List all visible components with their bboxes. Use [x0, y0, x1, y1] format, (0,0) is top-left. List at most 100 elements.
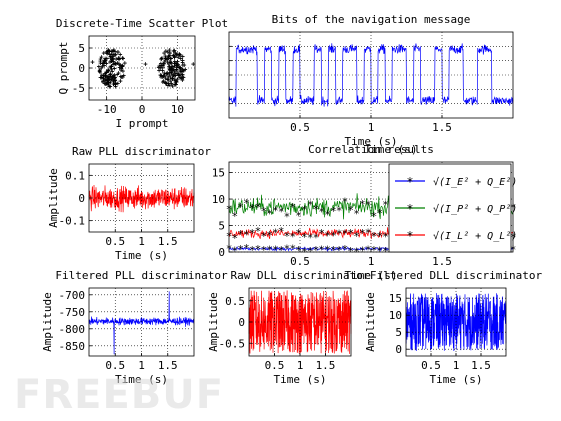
scatter-point: +	[112, 75, 116, 83]
filtdll-ytick-label-1: 5	[395, 326, 402, 339]
scatter-point: +	[104, 68, 108, 76]
scatter-point: +	[103, 73, 107, 81]
scatter-point: +	[108, 83, 112, 91]
scatter-xtick-label-1: 0	[139, 103, 146, 116]
filtpll-xtick-label-0: 0.5	[105, 359, 125, 372]
scatter-point: +	[102, 57, 106, 65]
scatter-point: +	[162, 60, 166, 68]
scatter-point: +	[117, 69, 121, 77]
scatter-point: +	[119, 67, 123, 75]
scatter-point: +	[170, 71, 174, 79]
scatter-point: +	[165, 76, 169, 84]
scatter-point: +	[123, 59, 127, 67]
scatter-ytick-label-0: -5	[72, 82, 85, 95]
corr-xlabel: Time (s)	[345, 269, 398, 282]
filtpll-ytick-label-0: -700	[59, 289, 86, 302]
corr-marker-P: *	[336, 204, 343, 217]
corr-marker-E: *	[255, 243, 262, 256]
scatter-point: +	[103, 55, 107, 63]
scatter-point: +	[104, 60, 108, 68]
scatter-ytick-label-2: 5	[78, 42, 85, 55]
scatter-point: +	[120, 54, 124, 62]
scatter-point: +	[174, 66, 178, 74]
scatter-point: +	[168, 77, 172, 85]
scatter-point: +	[113, 74, 117, 82]
scatter-point: +	[162, 78, 166, 86]
filtdll-xlabel: Time (s)	[430, 373, 483, 386]
filtpll-title: Filtered PLL discriminator	[55, 269, 228, 282]
corr-marker-E: *	[347, 245, 354, 258]
scatter-point: +	[107, 83, 111, 91]
scatter-point: +	[161, 72, 165, 80]
scatter-point: +	[173, 78, 177, 86]
filtpll-ytick-label-1: -750	[59, 306, 86, 319]
scatter-point: +	[166, 48, 170, 56]
filtdll-ylabel: Amplitude	[364, 292, 377, 352]
scatter-point: +	[112, 74, 116, 82]
scatter-point: +	[169, 69, 173, 77]
scatter-point: +	[168, 59, 172, 67]
rawpll-ytick-label-1: 0	[78, 192, 85, 205]
scatter-point: +	[98, 69, 102, 77]
scatter-point: +	[164, 74, 168, 82]
scatter-point: +	[121, 62, 125, 70]
scatter-point: +	[165, 58, 169, 66]
corr-marker-E: *	[376, 244, 383, 257]
scatter-point: +	[112, 60, 116, 68]
scatter-point: +	[172, 53, 176, 61]
scatter-point: +	[182, 67, 186, 75]
corr-marker-P: *	[318, 206, 325, 219]
scatter-point: +	[101, 79, 105, 87]
scatter-point: +	[106, 73, 110, 81]
filtpll-xlabel: Time (s)	[115, 373, 168, 386]
corr-marker-E: *	[330, 244, 337, 257]
rawpll-ylabel: Amplitude	[47, 168, 60, 228]
scatter-point: +	[106, 48, 110, 56]
corr-legend-label-L: √(I_L² + Q_L²)	[433, 230, 517, 242]
navbits-xtick-label-2: 1.5	[432, 121, 452, 134]
scatter-point: +	[162, 70, 166, 78]
scatter-point: +	[111, 47, 115, 55]
scatter-point: +	[165, 56, 169, 64]
corr-marker-P: *	[307, 199, 314, 212]
filtpll-series-line	[88, 291, 195, 355]
scatter-point: +	[108, 71, 112, 79]
scatter-point: +	[174, 77, 178, 85]
corr-marker-P: *	[301, 204, 308, 217]
rawdll-panel: 0.5 1 1.5 -0.5 0 0.5 Raw DLL discriminator Time…	[207, 269, 370, 386]
corr-overlay-title: Time (s)	[365, 143, 418, 156]
scatter-point: +	[168, 65, 172, 73]
scatter-point: +	[102, 62, 106, 70]
scatter-point: +	[110, 53, 114, 61]
scatter-point: +	[108, 53, 112, 61]
corr-marker-L: *	[324, 229, 331, 242]
scatter-point: +	[171, 71, 175, 79]
scatter-point: +	[98, 57, 102, 65]
scatter-point: +	[98, 60, 102, 68]
scatter-point: +	[158, 71, 162, 79]
filtpll-xtick-label-2: 1.5	[158, 359, 178, 372]
scatter-point: +	[107, 81, 111, 89]
scatter-point: +	[160, 55, 164, 63]
scatter-point: +	[108, 73, 112, 81]
scatter-point: +	[157, 63, 161, 71]
scatter-point: +	[99, 53, 103, 61]
corr-marker-L: *	[260, 230, 267, 243]
scatter-point: +	[176, 58, 180, 66]
scatter-point: +	[111, 73, 115, 81]
corr-marker-P: *	[382, 199, 389, 212]
filtdll-ytick-label-2: 10	[389, 309, 402, 322]
scatter-point: +	[90, 59, 94, 67]
scatter-point: +	[106, 76, 110, 84]
corr-marker-P: *	[260, 205, 267, 218]
scatter-point: +	[171, 48, 175, 56]
scatter-point: +	[121, 63, 125, 71]
scatter-point: +	[107, 76, 111, 84]
scatter-point: +	[171, 52, 175, 60]
scatter-point: +	[165, 69, 169, 77]
scatter-point: +	[121, 68, 125, 76]
scatter-point: +	[159, 62, 163, 70]
scatter-point: +	[106, 46, 110, 54]
rawpll-xtick-label-2: 1.5	[158, 235, 178, 248]
corr-marker-L: *	[237, 228, 244, 241]
